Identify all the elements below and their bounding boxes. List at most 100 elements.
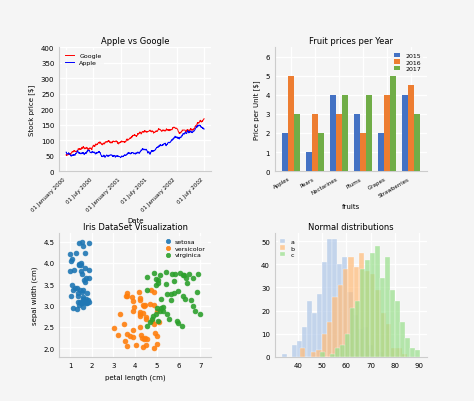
setosa	[68, 282, 75, 288]
Bar	[306, 153, 312, 172]
Bar	[391, 348, 397, 357]
setosa	[77, 262, 85, 269]
Title: Apple vs Google: Apple vs Google	[101, 37, 169, 46]
versicolor	[143, 336, 151, 342]
virginica	[167, 292, 174, 298]
virginica	[174, 320, 182, 327]
Bar	[347, 292, 353, 357]
Bar	[350, 308, 355, 357]
versicolor	[137, 332, 145, 338]
virginica	[194, 271, 201, 278]
versicolor	[129, 326, 137, 333]
virginica	[169, 271, 176, 277]
Bar	[311, 352, 316, 357]
versicolor	[123, 290, 131, 296]
virginica	[163, 282, 170, 288]
Bar	[405, 338, 410, 357]
versicolor	[121, 338, 128, 344]
setosa	[74, 293, 82, 299]
versicolor	[150, 302, 157, 308]
versicolor	[151, 322, 158, 328]
virginica	[183, 280, 191, 287]
setosa	[69, 257, 76, 263]
Bar	[381, 313, 386, 357]
setosa	[71, 267, 78, 273]
setosa	[74, 299, 82, 305]
Bar	[380, 278, 385, 357]
setosa	[75, 302, 83, 309]
setosa	[82, 296, 89, 302]
setosa	[84, 290, 91, 296]
virginica	[174, 288, 182, 295]
virginica	[187, 297, 195, 304]
setosa	[69, 288, 77, 294]
virginica	[171, 271, 179, 277]
Bar	[340, 345, 345, 357]
Title: Iris DataSet Visualization: Iris DataSet Visualization	[82, 222, 188, 231]
setosa	[79, 304, 86, 311]
virginica	[156, 308, 164, 314]
Legend: a, b, c: a, b, c	[278, 237, 297, 260]
versicolor	[139, 344, 146, 350]
Y-axis label: sepal width (cm): sepal width (cm)	[31, 266, 37, 324]
Bar	[342, 95, 348, 172]
setosa	[78, 289, 86, 295]
Bar	[354, 267, 359, 357]
setosa	[82, 265, 89, 272]
virginica	[144, 323, 151, 330]
setosa	[80, 277, 88, 284]
Bar	[365, 271, 370, 357]
versicolor	[136, 311, 143, 318]
Bar	[318, 134, 324, 172]
Bar	[370, 253, 375, 357]
versicolor	[138, 335, 146, 342]
virginica	[182, 275, 190, 282]
Bar	[360, 134, 366, 172]
virginica	[167, 298, 175, 304]
setosa	[77, 259, 85, 266]
versicolor	[137, 297, 144, 304]
virginica	[178, 323, 186, 329]
virginica	[163, 292, 171, 298]
setosa	[67, 258, 75, 264]
virginica	[152, 311, 160, 318]
versicolor	[139, 310, 147, 316]
virginica	[143, 287, 151, 293]
versicolor	[143, 314, 150, 320]
Title: Normal distributions: Normal distributions	[308, 222, 393, 231]
virginica	[191, 308, 199, 314]
Bar	[321, 334, 327, 357]
Bar	[282, 134, 288, 172]
Bar	[390, 290, 395, 357]
Legend: Google, Apple: Google, Apple	[63, 51, 104, 69]
Bar	[386, 324, 391, 357]
Bar	[354, 115, 360, 172]
setosa	[67, 268, 74, 275]
Bar	[357, 329, 363, 357]
Bar	[330, 95, 336, 172]
Bar	[292, 345, 297, 357]
setosa	[78, 271, 86, 277]
Bar	[402, 354, 407, 357]
versicolor	[127, 333, 134, 339]
Legend: 2015, 2016, 2017: 2015, 2016, 2017	[392, 51, 423, 75]
Bar	[337, 265, 342, 357]
virginica	[150, 270, 158, 276]
virginica	[193, 289, 201, 296]
setosa	[82, 279, 89, 285]
setosa	[75, 240, 83, 247]
Bar	[343, 269, 348, 357]
Bar	[307, 302, 312, 357]
versicolor	[139, 302, 147, 308]
versicolor	[140, 336, 148, 343]
setosa	[82, 300, 90, 307]
versicolor	[142, 316, 149, 322]
setosa	[73, 306, 81, 313]
setosa	[85, 267, 92, 274]
Title: Fruit prices per Year: Fruit prices per Year	[309, 37, 392, 46]
Bar	[330, 354, 335, 357]
virginica	[156, 272, 164, 279]
virginica	[176, 270, 184, 276]
virginica	[154, 279, 162, 286]
setosa	[77, 300, 84, 306]
